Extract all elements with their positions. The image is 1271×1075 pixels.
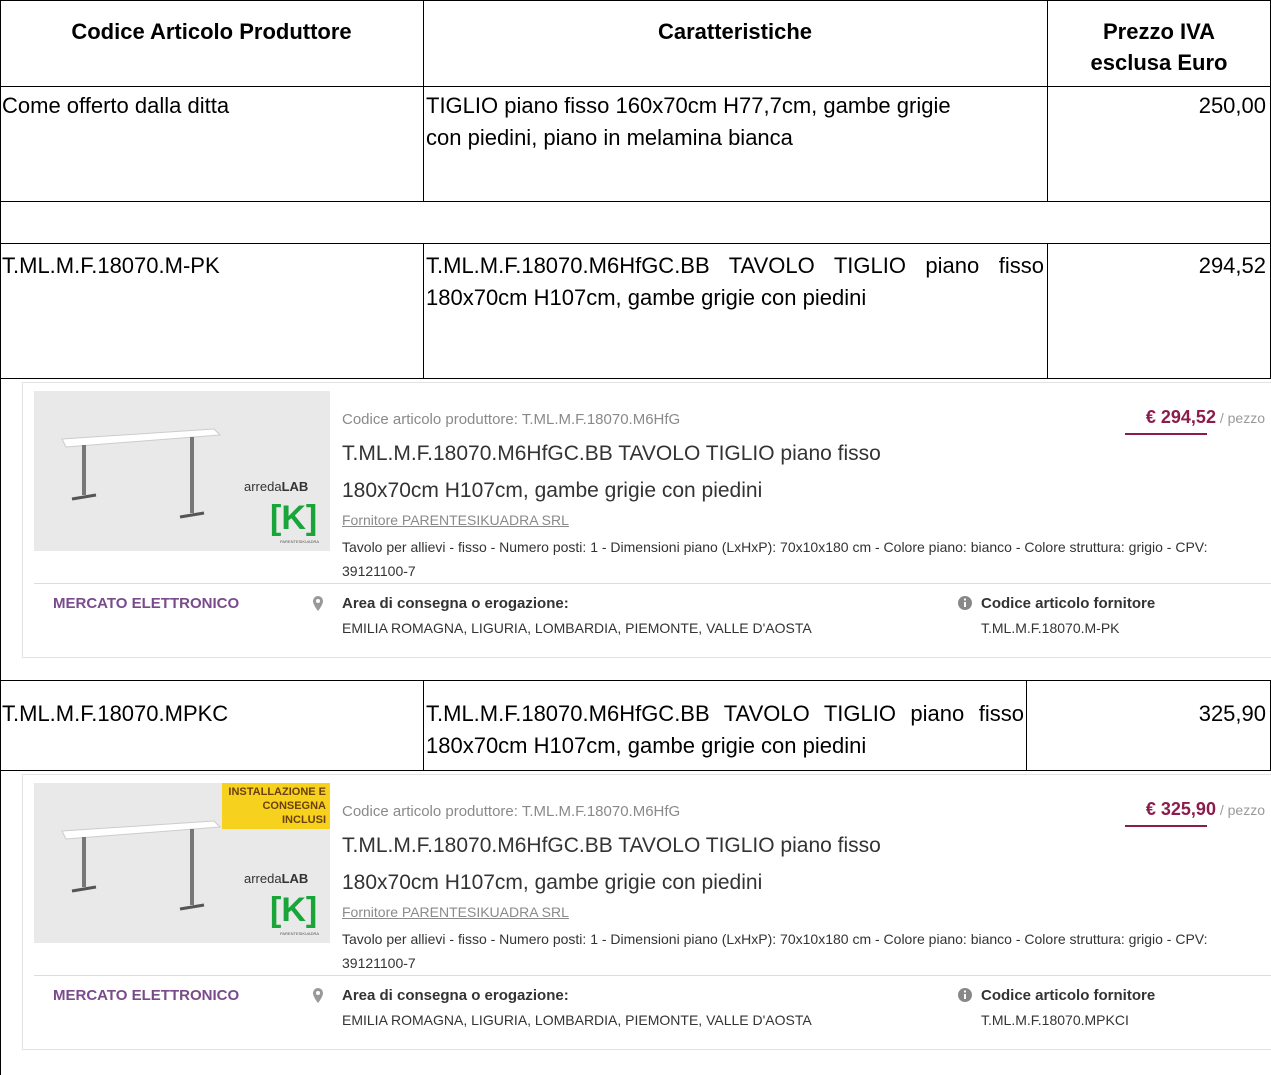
price: € 325,90: [1145, 799, 1216, 819]
info-icon: [958, 988, 972, 1002]
header-cell: Codice Articolo Produttore: [71, 19, 352, 44]
border: [1026, 680, 1027, 770]
header-cell: Caratteristiche: [657, 19, 813, 44]
table-top: [61, 428, 222, 448]
brand: arredaLAB: [244, 871, 308, 886]
brand: arredaLAB: [244, 479, 308, 494]
border: [0, 201, 1271, 202]
market: MERCATO ELETTRONICO: [53, 987, 240, 1004]
border: [1047, 243, 1048, 378]
separator: [34, 975, 1271, 976]
cell: T.ML.M.F.18070.M6HfGC.BB TAVOLO TIGLIO p…: [426, 701, 1024, 758]
description: Tavolo per allievi - fisso - Numero post…: [342, 539, 1208, 579]
image-box: INSTALLAZIONE E CONSEGNA INCLUSI arredaLA…: [34, 783, 330, 943]
area-label: Area di consegna o erogazione:: [342, 595, 569, 612]
product-card: arredaLAB [K] PARENTESIKUADRA Codice artico…: [22, 382, 1271, 658]
pin-icon: [313, 988, 323, 1003]
border: [423, 680, 424, 770]
area-value: EMILIA ROMAGNA, LIGURIA, LOMBARDIA, PIEM…: [342, 1012, 812, 1028]
cell: 325,90: [1198, 701, 1266, 726]
price-underline: [1125, 433, 1207, 435]
brand-part: arreda: [244, 479, 282, 494]
cell: Come offerto dalla ditta: [2, 93, 230, 118]
price-underline: [1125, 825, 1207, 827]
supplier-code-label: Codice articolo fornitore: [981, 595, 1156, 612]
logo: [K]: [270, 499, 318, 537]
price: € 294,52: [1145, 407, 1216, 427]
area-label: Area di consegna o erogazione:: [342, 987, 569, 1004]
market: MERCATO ELETTRONICO: [53, 595, 240, 612]
unit: / pezzo: [1219, 802, 1265, 818]
table-top: [61, 820, 222, 840]
logo-caption: PARENTESIKUADRA: [280, 539, 320, 544]
product-image: [61, 428, 222, 519]
price-box: € 325,90 / pezzo: [1146, 799, 1265, 820]
product-image: [61, 820, 222, 911]
border: [0, 243, 1271, 244]
table-foot: [179, 903, 205, 911]
image-box: arredaLAB [K] PARENTESIKUADRA: [34, 391, 330, 551]
producer-code: Codice articolo produttore: T.ML.M.F.180…: [342, 803, 681, 820]
cell: TIGLIO piano fisso 160x70cm H77,7cm, gam…: [426, 93, 951, 150]
separator: [34, 583, 1271, 584]
border: [0, 770, 1271, 771]
cell: 294,52: [1198, 253, 1266, 278]
logo-caption: PARENTESIKUADRA: [280, 931, 320, 936]
cell: T.ML.M.F.18070.M6HfGC.BB TAVOLO TIGLIO p…: [426, 253, 1044, 310]
brand-part: LAB: [281, 479, 309, 494]
product-title[interactable]: T.ML.M.F.18070.M6HfGC.BB TAVOLO TIGLIO p…: [342, 834, 881, 894]
border: [423, 243, 424, 378]
border: [0, 0, 1, 1075]
supplier-code: T.ML.M.F.18070.M-PK: [981, 620, 1120, 636]
border: [1047, 0, 1048, 201]
area-value: EMILIA ROMAGNA, LIGURIA, LOMBARDIA, PIEM…: [342, 620, 812, 636]
border: [0, 0, 1271, 1]
unit: / pezzo: [1219, 410, 1265, 426]
product-title[interactable]: T.ML.M.F.18070.M6HfGC.BB TAVOLO TIGLIO p…: [342, 442, 881, 502]
product-card: INSTALLAZIONE E CONSEGNA INCLUSI arredaLA…: [22, 774, 1271, 1050]
border: [423, 0, 424, 201]
brand-part: arreda: [244, 871, 282, 886]
brand-part: LAB: [281, 871, 309, 886]
table-foot: [71, 885, 97, 893]
cell: T.ML.M.F.18070.M-PK: [2, 253, 220, 278]
border: [0, 86, 1271, 87]
description: Tavolo per allievi - fisso - Numero post…: [342, 931, 1208, 971]
producer-code: Codice articolo produttore: T.ML.M.F.180…: [342, 411, 681, 428]
info-icon: [958, 596, 972, 610]
price-box: € 294,52 / pezzo: [1146, 407, 1265, 428]
badge: INSTALLAZIONE E CONSEGNA INCLUSI: [222, 783, 330, 829]
table-foot: [71, 493, 97, 501]
supplier-code-label: Codice articolo fornitore: [981, 987, 1156, 1004]
border: [0, 378, 1271, 379]
cell: 250,00: [1198, 93, 1266, 118]
table-foot: [179, 511, 205, 519]
header-cell: Prezzo IVA esclusa Euro: [1090, 19, 1228, 75]
supplier-link[interactable]: Fornitore PARENTESIKUADRA SRL: [342, 512, 569, 528]
cell: T.ML.M.F.18070.MPKC: [2, 701, 229, 726]
pin-icon: [313, 596, 323, 611]
logo: [K]: [270, 891, 318, 929]
border: [0, 680, 1271, 681]
supplier-link[interactable]: Fornitore PARENTESIKUADRA SRL: [342, 904, 569, 920]
supplier-code: T.ML.M.F.18070.MPKCI: [981, 1012, 1129, 1028]
